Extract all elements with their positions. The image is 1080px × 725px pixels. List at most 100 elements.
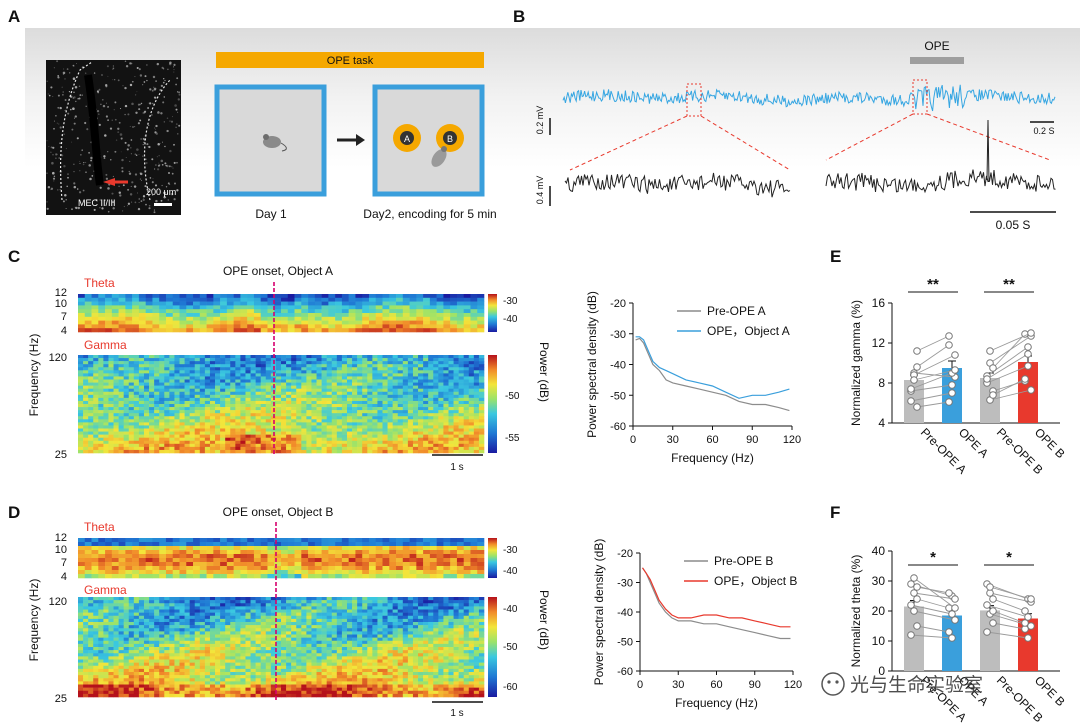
spectrogram-cell bbox=[111, 546, 119, 551]
spectrogram-cell bbox=[377, 376, 383, 380]
spectrogram-cell bbox=[213, 538, 221, 543]
spectrogram-cell bbox=[250, 358, 256, 362]
spectrogram-cell bbox=[392, 600, 399, 604]
spectrogram-cell bbox=[78, 316, 86, 321]
spectrogram-cell bbox=[392, 410, 399, 414]
spectrogram-cell bbox=[149, 615, 155, 620]
histology-cell bbox=[64, 193, 67, 197]
histology-cell bbox=[96, 109, 100, 113]
spectrogram-cell bbox=[438, 364, 444, 368]
spectrogram-cell bbox=[468, 440, 475, 445]
spectrogram-cell bbox=[306, 428, 312, 432]
spectrogram-cell bbox=[174, 373, 180, 377]
spectrogram-cell bbox=[392, 443, 399, 448]
spectrogram-cell bbox=[275, 434, 282, 438]
spectrogram-cell bbox=[265, 385, 272, 389]
spectrogram-cell bbox=[194, 603, 201, 607]
spectrogram-cell bbox=[226, 562, 234, 567]
spectrogram-cell bbox=[429, 570, 437, 575]
spectrogram-cell bbox=[132, 294, 140, 299]
spectrogram-cell bbox=[316, 407, 322, 411]
spectrogram-cell bbox=[164, 355, 170, 359]
spectrogram-cell bbox=[247, 305, 255, 310]
spectrogram-cell bbox=[372, 376, 378, 380]
spectrogram-cell bbox=[448, 428, 454, 432]
spectrogram-cell bbox=[83, 394, 89, 399]
histology-cell bbox=[137, 207, 141, 211]
spectrogram-cell bbox=[209, 422, 216, 426]
spectrogram-cell bbox=[478, 597, 485, 601]
spectrogram-cell bbox=[118, 370, 124, 374]
spectrogram-cell bbox=[220, 422, 226, 426]
spectrogram-cell bbox=[368, 550, 377, 555]
spectrogram-cell bbox=[260, 554, 268, 559]
spectrogram-cell bbox=[193, 546, 201, 551]
spectrogram-cell bbox=[113, 367, 119, 371]
spectrogram-cell bbox=[331, 422, 338, 426]
spectrogram-cell bbox=[179, 554, 187, 559]
spectrogram-cell bbox=[204, 373, 211, 377]
spectrogram-cell bbox=[362, 324, 370, 329]
spectrogram-cell bbox=[204, 437, 211, 442]
spectrogram-cell bbox=[321, 294, 329, 299]
spectrogram-cell bbox=[113, 606, 119, 610]
spectrogram-cell bbox=[240, 316, 248, 321]
spectrogram-cell bbox=[213, 316, 221, 321]
spectrogram-cell bbox=[407, 410, 414, 414]
spectrogram-cell bbox=[311, 443, 317, 448]
spectrogram-cell bbox=[296, 597, 302, 601]
spectrogram-cell bbox=[423, 309, 431, 314]
spectrogram-cell bbox=[301, 413, 307, 417]
spectrogram-cell bbox=[230, 367, 236, 371]
spectrogram-cell bbox=[184, 400, 190, 405]
spectrogram-cell bbox=[108, 385, 114, 389]
spectrogram-cell bbox=[220, 419, 226, 423]
histology-cell bbox=[151, 102, 154, 105]
spectrogram-cell bbox=[392, 379, 399, 383]
spectrogram-cell bbox=[172, 538, 180, 543]
spectrogram-cell bbox=[397, 606, 404, 610]
spectrogram-cell bbox=[149, 388, 155, 393]
spectrogram-cell bbox=[382, 622, 388, 626]
spectrogram-cell bbox=[118, 597, 124, 601]
spectrogram-cell bbox=[184, 404, 190, 408]
spectrogram-cell bbox=[128, 422, 135, 426]
spectrogram-cell bbox=[78, 397, 84, 402]
spectrogram-cell bbox=[311, 361, 317, 365]
spectrogram-cell bbox=[287, 320, 295, 325]
spectrogram-cell bbox=[418, 446, 424, 451]
spectrogram-cell bbox=[296, 437, 302, 442]
spectrogram-cell bbox=[145, 320, 153, 325]
spectrogram-cell bbox=[458, 622, 465, 626]
spectrogram-cell bbox=[88, 355, 94, 359]
spectrogram-cell bbox=[407, 385, 414, 389]
spectrogram-cell bbox=[108, 410, 114, 414]
spectrogram-cell bbox=[463, 446, 470, 451]
spectrogram-cell bbox=[118, 328, 126, 333]
spectrogram-cell bbox=[436, 320, 444, 325]
spectrogram-cell bbox=[98, 625, 104, 629]
spectrogram-cell bbox=[306, 440, 312, 445]
spectrogram-cell bbox=[418, 425, 424, 429]
spectrogram-cell bbox=[438, 379, 444, 383]
spectrogram-cell bbox=[377, 440, 383, 445]
spectrogram-cell bbox=[143, 434, 150, 438]
spectrogram-cell bbox=[255, 388, 262, 393]
spectrogram-cell bbox=[402, 612, 409, 617]
spectrogram-cell bbox=[184, 391, 190, 396]
spectrogram-cell bbox=[291, 397, 297, 402]
spectrogram-cell bbox=[409, 554, 417, 559]
spectrogram-cell bbox=[346, 606, 353, 610]
histology-cell bbox=[173, 66, 175, 68]
spectrogram-cell bbox=[382, 404, 388, 408]
spectrogram-cell bbox=[132, 538, 140, 543]
spectrogram-cell bbox=[204, 597, 211, 601]
spectrogram-cell bbox=[250, 434, 256, 438]
spectrogram-cell bbox=[265, 612, 272, 617]
spectrogram-cell bbox=[270, 428, 277, 432]
spectrogram-cell bbox=[341, 313, 349, 318]
spectrogram-cell bbox=[118, 385, 124, 389]
spectrogram-cell bbox=[83, 428, 89, 432]
spectrogram-cell bbox=[407, 615, 414, 620]
spectrogram-cell bbox=[341, 570, 349, 575]
